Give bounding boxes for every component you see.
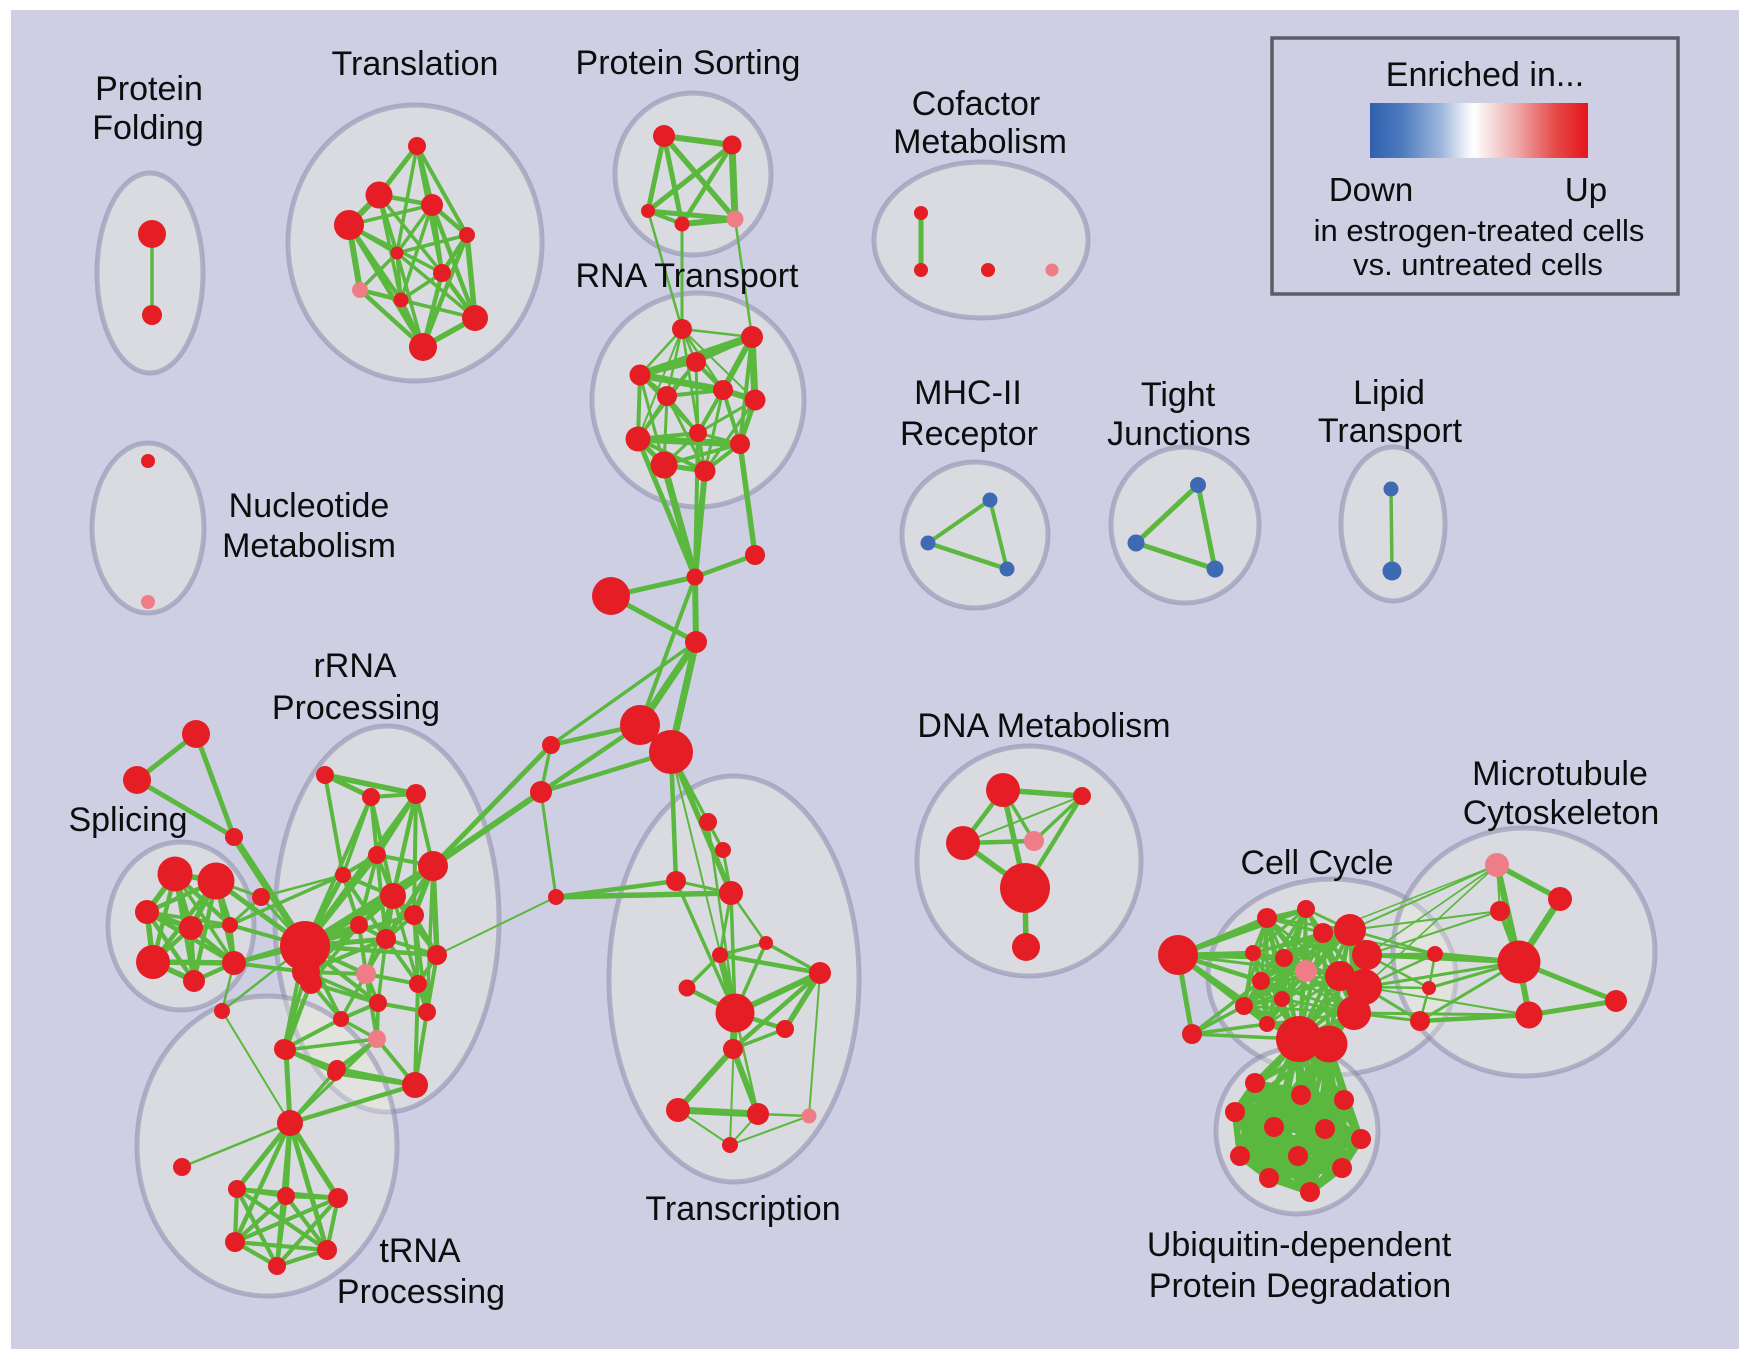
- svg-text:Cytoskeleton: Cytoskeleton: [1463, 794, 1660, 832]
- svg-text:Protein: Protein: [95, 70, 203, 108]
- svg-text:Transcription: Transcription: [645, 1190, 840, 1228]
- svg-text:Metabolism: Metabolism: [222, 527, 396, 565]
- svg-text:Protein Sorting: Protein Sorting: [576, 44, 801, 82]
- svg-text:Metabolism: Metabolism: [893, 123, 1067, 161]
- svg-text:rRNA: rRNA: [313, 647, 396, 685]
- svg-text:Junctions: Junctions: [1107, 415, 1251, 453]
- svg-text:Down: Down: [1329, 171, 1413, 208]
- svg-text:DNA Metabolism: DNA Metabolism: [917, 707, 1170, 745]
- svg-text:Nucleotide: Nucleotide: [229, 487, 390, 525]
- svg-text:Folding: Folding: [92, 109, 204, 147]
- svg-text:vs. untreated cells: vs. untreated cells: [1353, 247, 1603, 282]
- svg-text:tRNA: tRNA: [379, 1232, 461, 1270]
- svg-text:Processing: Processing: [337, 1273, 505, 1311]
- svg-text:Transport: Transport: [1318, 412, 1463, 450]
- svg-text:in estrogen-treated cells: in estrogen-treated cells: [1314, 213, 1645, 248]
- svg-text:Lipid: Lipid: [1353, 374, 1425, 412]
- svg-text:Receptor: Receptor: [900, 415, 1038, 453]
- svg-text:Ubiquitin-dependent: Ubiquitin-dependent: [1147, 1226, 1452, 1264]
- svg-text:Enriched in...: Enriched in...: [1386, 56, 1584, 94]
- svg-text:Processing: Processing: [272, 689, 440, 727]
- svg-text:RNA Transport: RNA Transport: [576, 257, 800, 295]
- svg-text:MHC-II: MHC-II: [914, 374, 1022, 412]
- svg-text:Cell Cycle: Cell Cycle: [1240, 844, 1393, 882]
- svg-text:Microtubule: Microtubule: [1472, 755, 1648, 793]
- svg-text:Protein Degradation: Protein Degradation: [1149, 1267, 1451, 1305]
- svg-text:Up: Up: [1565, 171, 1607, 208]
- svg-text:Cofactor: Cofactor: [912, 85, 1041, 123]
- svg-text:Tight: Tight: [1141, 376, 1216, 414]
- svg-text:Splicing: Splicing: [68, 801, 187, 839]
- svg-text:Translation: Translation: [332, 45, 499, 83]
